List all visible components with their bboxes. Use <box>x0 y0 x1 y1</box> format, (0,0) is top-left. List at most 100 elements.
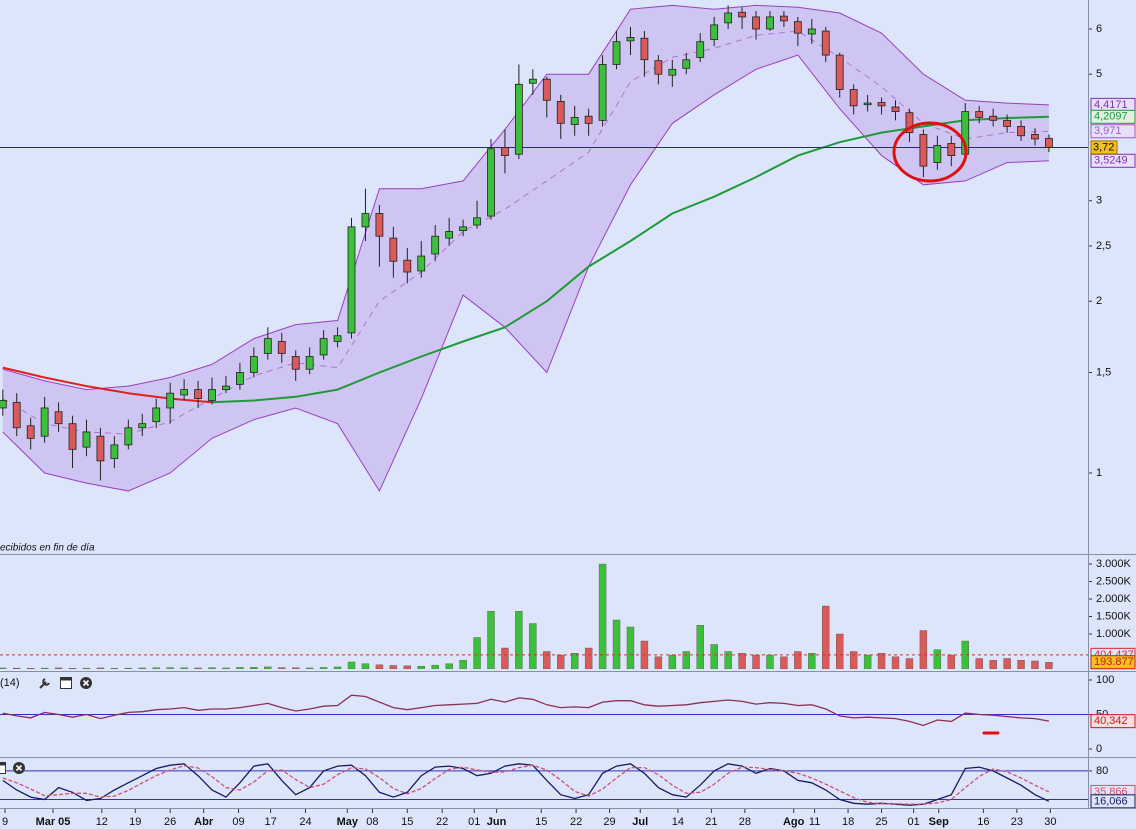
value-box-label: 4,4171 <box>1094 99 1128 111</box>
close-icon[interactable] <box>13 762 25 774</box>
volume-bar <box>794 651 802 669</box>
window-icon[interactable] <box>0 762 6 774</box>
candle-body <box>514 83 523 155</box>
volume-bar <box>459 660 467 669</box>
candle-body <box>556 100 565 124</box>
candle-body <box>319 338 328 356</box>
window-icon[interactable] <box>60 677 72 689</box>
volume-bar <box>752 654 760 669</box>
candle-body <box>277 341 286 354</box>
candle-body <box>124 427 133 446</box>
band-middle <box>2 30 1049 435</box>
volume-bar <box>584 647 593 669</box>
candle-body <box>724 12 733 24</box>
candle-body <box>0 400 7 409</box>
y-tick-label: 6 <box>1096 23 1102 35</box>
candle-body <box>947 143 956 156</box>
volume-bar <box>0 667 7 669</box>
value-box <box>1090 655 1136 670</box>
settings-icon[interactable] <box>39 678 50 689</box>
indicator-line <box>2 763 1050 806</box>
volume-bar <box>487 611 495 669</box>
volume-bar <box>96 667 105 669</box>
volume-bar <box>124 667 133 669</box>
x-tick-label: 9 <box>2 816 8 828</box>
x-tick-label: 30 <box>1044 816 1056 828</box>
volume-bar <box>780 656 788 669</box>
x-tick-label: 08 <box>366 816 378 828</box>
candle-body <box>152 407 161 423</box>
volume-bar <box>626 626 635 669</box>
candle-body <box>570 116 579 125</box>
candle-body <box>82 431 91 448</box>
volume-bar <box>515 611 523 669</box>
candle-body <box>487 148 495 217</box>
candle-body <box>333 335 342 342</box>
x-tick-label: Sep <box>929 816 949 828</box>
x-tick-label: Jun <box>487 816 507 828</box>
x-tick-label: 11 <box>809 816 820 828</box>
candle-body <box>403 259 412 273</box>
volume-bar <box>696 625 704 669</box>
volume-bar <box>710 644 718 669</box>
volume-bar <box>836 633 844 669</box>
panel <box>0 763 1088 806</box>
volume-bar <box>278 667 286 669</box>
volume-bar <box>1003 658 1011 669</box>
y-tick-label: 80 <box>1096 765 1108 777</box>
volume-bar <box>208 667 216 669</box>
x-tick-label: Abr <box>194 816 214 828</box>
volume-bar <box>110 668 119 669</box>
band-fill <box>2 5 1049 492</box>
candle-body <box>54 411 63 425</box>
candle-body <box>445 231 454 239</box>
candle-body <box>40 407 49 437</box>
volume-bar <box>738 653 746 669</box>
volume-bar <box>403 665 412 669</box>
candle-body <box>1017 125 1025 137</box>
value-box-label: 4,2097 <box>1094 111 1128 123</box>
candle-body <box>696 41 705 58</box>
x-tick-label: 23 <box>1011 816 1023 828</box>
x-tick-label: Jul <box>632 816 648 828</box>
volume-bar <box>264 666 272 669</box>
value-box-label: 3,971 <box>1094 125 1122 137</box>
value-box-label: 3,72 <box>1093 141 1114 153</box>
volume-bar <box>54 667 63 669</box>
y-tick-label: 1.000K <box>1096 628 1132 640</box>
volume-bar <box>989 660 997 669</box>
candle-body <box>180 389 189 396</box>
candle-body <box>263 338 272 354</box>
volume-bar <box>1045 662 1053 669</box>
close-icon[interactable] <box>80 677 92 689</box>
volume-bar <box>947 654 956 669</box>
candle-body <box>542 78 551 101</box>
candle-body <box>668 68 677 76</box>
volume-bar <box>529 623 537 669</box>
x-tick-label: 15 <box>535 816 547 828</box>
candle-body <box>501 147 509 156</box>
x-tick-label: 16 <box>977 816 989 828</box>
candle-body <box>110 444 119 459</box>
candle-body <box>361 213 370 228</box>
volume-bar <box>138 667 146 669</box>
moving-average <box>2 366 213 404</box>
y-tick-label: 2,5 <box>1096 240 1111 252</box>
y-tick-label: 3 <box>1096 195 1102 207</box>
candle-body <box>528 78 537 84</box>
stoch-toolbar <box>0 762 25 774</box>
volume-bar <box>305 667 314 669</box>
volume-bar <box>668 654 677 669</box>
value-box-label: 3,5249 <box>1094 155 1128 167</box>
volume-bar <box>236 667 244 669</box>
candle-body <box>12 401 21 429</box>
x-tick-label: May <box>337 816 359 828</box>
candle-body <box>1003 119 1011 127</box>
candle-body <box>68 423 77 450</box>
candle-body <box>166 392 175 409</box>
volume-bar <box>250 667 258 669</box>
candle-body <box>752 16 760 30</box>
volume-bar <box>333 666 342 669</box>
candle-body <box>459 226 467 231</box>
